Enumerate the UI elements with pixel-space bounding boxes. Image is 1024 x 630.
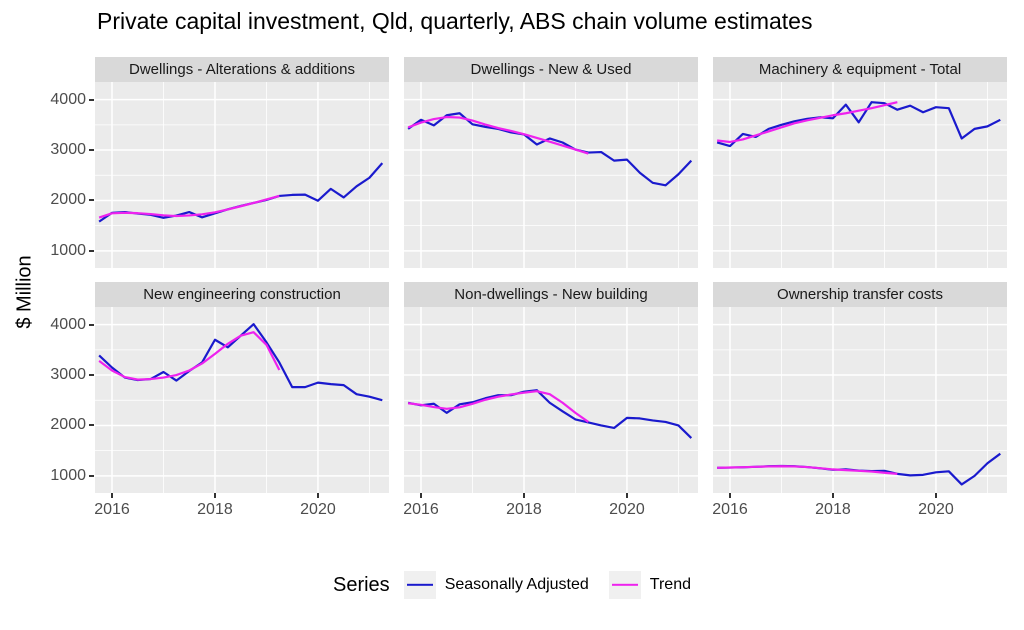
facet-strip-label: Ownership transfer costs	[777, 286, 943, 303]
x-tick-mark	[213, 493, 216, 498]
x-tick-mark	[625, 493, 628, 498]
trend-line	[407, 115, 589, 155]
trend-line	[716, 101, 898, 144]
minor-gridlines	[713, 82, 1007, 268]
y-tick-mark	[89, 474, 94, 477]
facet-panel-chart	[713, 82, 1007, 268]
chart-title: Private capital investment, Qld, quarter…	[97, 8, 813, 34]
legend-entries: Seasonally Adjusted Trend	[403, 571, 691, 599]
y-tick-label: 3000	[50, 141, 86, 159]
major-gridlines	[95, 82, 389, 268]
facet-strip: Dwellings - Alterations & additions	[95, 57, 389, 82]
minor-gridlines	[404, 82, 698, 268]
facet-strip: New engineering construction	[95, 282, 389, 307]
legend-entry-label: Seasonally Adjusted	[444, 576, 589, 593]
legend-key-line	[406, 583, 433, 587]
x-tick-mark	[316, 493, 319, 498]
facet-panel-chart	[95, 82, 389, 268]
x-tick-mark	[419, 493, 422, 498]
y-tick-label: 2000	[50, 191, 86, 209]
facet-strip-label: Dwellings - Alterations & additions	[129, 61, 355, 78]
trend-line	[98, 331, 281, 381]
legend-title: Series	[332, 573, 390, 596]
major-gridlines	[404, 307, 698, 493]
major-gridlines	[95, 307, 389, 493]
x-tick-mark	[110, 493, 113, 498]
y-tick-mark	[89, 249, 94, 252]
legend-entry: Trend	[608, 571, 691, 599]
x-tick-label: 2016	[94, 501, 130, 518]
facet-panel-chart	[404, 307, 698, 493]
y-tick-mark	[89, 323, 94, 326]
x-tick-mark	[831, 493, 834, 498]
x-tick-label: 2020	[300, 501, 336, 518]
major-gridlines	[404, 82, 698, 268]
x-tick-mark	[522, 493, 525, 498]
minor-gridlines	[713, 307, 1007, 493]
facet-panel-chart	[404, 82, 698, 268]
legend: Series Seasonally Adjusted Trend	[0, 567, 1024, 603]
y-tick-mark	[89, 374, 94, 377]
y-tick-label: 1000	[50, 241, 86, 259]
x-tick-label: 2020	[609, 501, 645, 518]
x-tick-label: 2018	[815, 501, 851, 518]
minor-gridlines	[404, 307, 698, 493]
y-tick-mark	[89, 199, 94, 202]
x-tick-label: 2016	[712, 501, 748, 518]
facet-strip-label: Non-dwellings - New building	[454, 286, 648, 303]
facet-strip-label: New engineering construction	[143, 286, 341, 303]
facet-strip: Non-dwellings - New building	[404, 282, 698, 307]
major-gridlines	[713, 82, 1007, 268]
y-tick-label: 3000	[50, 366, 86, 384]
facet-strip-label: Dwellings - New & Used	[470, 61, 632, 78]
legend-key	[403, 571, 436, 599]
minor-gridlines	[95, 307, 389, 493]
y-tick-label: 2000	[50, 416, 86, 434]
facet-strip-label: Machinery & equipment - Total	[758, 61, 962, 78]
seasonally-adjusted-line	[716, 101, 1001, 148]
legend-key-line	[611, 583, 638, 587]
facet-strip: Ownership transfer costs	[713, 282, 1007, 307]
x-tick-mark	[934, 493, 937, 498]
major-gridlines	[713, 307, 1007, 493]
legend-key	[608, 571, 641, 599]
trend-line	[98, 194, 280, 219]
y-tick-label: 1000	[50, 466, 86, 484]
minor-gridlines	[95, 82, 389, 268]
y-tick-label: 4000	[50, 90, 86, 108]
facet-panel-chart	[95, 307, 389, 493]
x-tick-label: 2018	[506, 501, 542, 518]
legend-entry: Seasonally Adjusted	[403, 571, 589, 599]
x-tick-label: 2018	[197, 501, 233, 518]
y-tick-mark	[89, 424, 94, 427]
y-tick-mark	[89, 149, 94, 152]
facet-strip: Dwellings - New & Used	[404, 57, 698, 82]
x-tick-label: 2020	[918, 501, 954, 518]
x-tick-label: 2016	[403, 501, 439, 518]
legend-entry-label: Trend	[649, 576, 691, 593]
facet-panel-chart	[713, 307, 1007, 493]
trend-line	[407, 390, 589, 423]
x-tick-mark	[728, 493, 731, 498]
facet-strip: Machinery & equipment - Total	[713, 57, 1007, 82]
y-tick-label: 4000	[50, 315, 86, 333]
y-tick-mark	[89, 98, 94, 101]
seasonally-adjusted-line	[407, 112, 693, 187]
trend-line	[717, 465, 898, 475]
